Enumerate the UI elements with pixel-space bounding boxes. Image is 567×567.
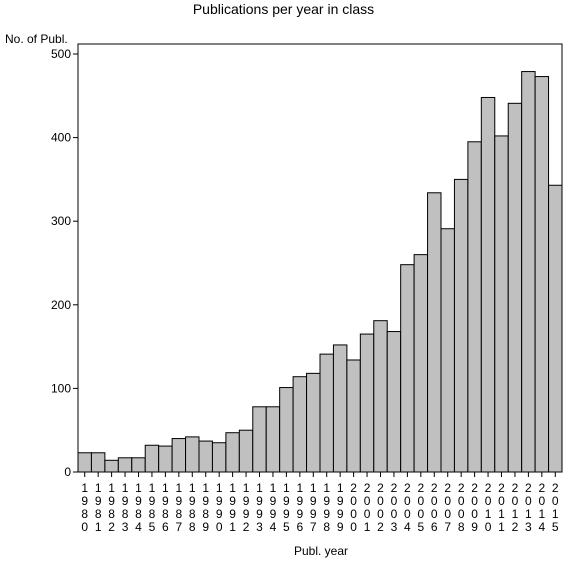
y-tick-label: 0 xyxy=(64,465,71,479)
x-axis: 1 9 8 0 1 9 8 1 1 9 8 2 1 9 8 3 1 9 8 4 1 9 8 5 1 9 8 6 1 9 8 7 1 9 8 8 1 9 8 9… xyxy=(81,472,559,534)
bar-1988 xyxy=(185,436,200,473)
y-tick-label: 500 xyxy=(51,47,71,61)
bar-1999 xyxy=(332,344,348,473)
bar-1998 xyxy=(319,353,334,473)
bar-2003 xyxy=(386,331,402,473)
bar-2012 xyxy=(507,102,523,473)
bar-2007 xyxy=(440,228,455,473)
bar-1985 xyxy=(144,444,160,473)
bar-2000 xyxy=(346,359,361,473)
y-axis-label: No. of Publ. xyxy=(5,32,68,46)
bar-2011 xyxy=(494,135,509,473)
x-axis-label: Publ. year xyxy=(293,544,349,558)
bar-1997 xyxy=(306,372,321,473)
bar-2009 xyxy=(467,141,482,473)
bar-1982 xyxy=(104,459,119,473)
bar-1991 xyxy=(225,432,240,473)
bar-1986 xyxy=(158,445,173,473)
bar-1980 xyxy=(77,452,92,473)
bar-2014 xyxy=(534,76,550,473)
bar-1987 xyxy=(171,438,187,473)
bar-2005 xyxy=(413,254,429,473)
y-tick-label: 300 xyxy=(51,214,71,228)
bar-2015 xyxy=(548,184,563,473)
bar-1983 xyxy=(117,457,133,473)
bar-2004 xyxy=(400,264,415,473)
bar-1992 xyxy=(238,429,254,473)
bar-1993 xyxy=(252,406,267,473)
y-axis: 0 100 200 300 400 500 xyxy=(51,47,78,479)
bar-1981 xyxy=(90,452,106,473)
bar-1989 xyxy=(198,440,213,473)
bar-2001 xyxy=(359,333,375,473)
bar-1990 xyxy=(211,442,227,473)
bar-1996 xyxy=(292,376,308,473)
bars xyxy=(77,71,563,473)
bar-1995 xyxy=(279,387,294,473)
y-tick-label: 200 xyxy=(51,298,71,312)
bar-2008 xyxy=(453,178,469,473)
bar-2006 xyxy=(427,192,442,473)
bar-1984 xyxy=(131,457,146,473)
y-tick-label: 400 xyxy=(51,131,71,145)
bar-2013 xyxy=(521,71,536,473)
bar-2002 xyxy=(373,320,388,473)
bar-1994 xyxy=(265,406,281,473)
bar-2010 xyxy=(480,96,496,473)
y-tick-label: 100 xyxy=(51,381,71,395)
chart-title: Publications per year in class xyxy=(192,1,375,17)
